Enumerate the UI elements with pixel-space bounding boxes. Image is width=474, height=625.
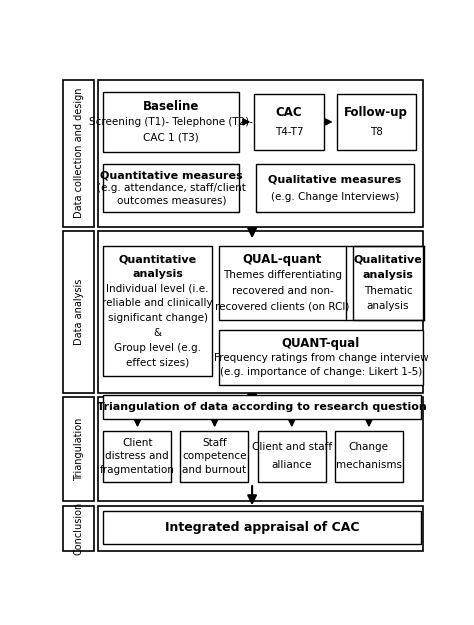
- Text: Thematic: Thematic: [364, 286, 412, 296]
- Text: fragmentation: fragmentation: [100, 465, 175, 475]
- Bar: [63, 80, 94, 227]
- Text: Screening (T1)- Telephone (T2)-: Screening (T1)- Telephone (T2)-: [89, 117, 253, 127]
- Bar: [98, 231, 423, 392]
- Text: analysis: analysis: [367, 301, 409, 311]
- Text: &: &: [154, 328, 162, 338]
- Bar: [254, 94, 324, 149]
- Text: (e.g. Change Interviews): (e.g. Change Interviews): [271, 192, 399, 202]
- Bar: [63, 506, 94, 551]
- Text: distress and: distress and: [106, 451, 169, 461]
- Bar: [98, 398, 423, 501]
- Text: Follow-up: Follow-up: [344, 106, 408, 119]
- Text: QUAL-quant: QUAL-quant: [243, 253, 322, 266]
- Text: CAC 1 (T3): CAC 1 (T3): [144, 132, 199, 142]
- Bar: [98, 80, 423, 227]
- Bar: [335, 431, 403, 482]
- Text: Triangulation: Triangulation: [73, 418, 83, 481]
- Bar: [103, 511, 421, 544]
- Text: Quantitative measures: Quantitative measures: [100, 171, 243, 181]
- Text: Quantitative: Quantitative: [118, 254, 197, 264]
- Bar: [103, 431, 171, 482]
- Text: T8: T8: [370, 127, 383, 137]
- Text: mechanisms: mechanisms: [336, 461, 402, 471]
- Text: analysis: analysis: [132, 269, 183, 279]
- Text: Frequency ratings from change interview: Frequency ratings from change interview: [214, 352, 428, 362]
- Bar: [103, 246, 212, 376]
- Text: alliance: alliance: [271, 461, 312, 471]
- Text: Integrated appraisal of CAC: Integrated appraisal of CAC: [165, 521, 359, 534]
- Text: Themes differentiating: Themes differentiating: [223, 271, 342, 281]
- Text: Data collection and design: Data collection and design: [73, 88, 83, 219]
- Text: CAC: CAC: [275, 106, 302, 119]
- Text: Qualitative: Qualitative: [354, 255, 422, 265]
- Text: Qualitative measures: Qualitative measures: [268, 174, 401, 184]
- Text: and burnout: and burnout: [182, 465, 246, 475]
- Text: Client and staff: Client and staff: [252, 442, 332, 452]
- Text: Individual level (i.e.: Individual level (i.e.: [106, 284, 209, 294]
- Text: Baseline: Baseline: [143, 99, 200, 112]
- Text: Staff: Staff: [202, 438, 227, 448]
- Bar: [337, 94, 416, 149]
- Bar: [63, 398, 94, 501]
- Text: significant change): significant change): [108, 313, 208, 323]
- Bar: [103, 395, 421, 419]
- Text: (e.g. importance of change: Likert 1-5): (e.g. importance of change: Likert 1-5): [220, 368, 422, 378]
- Text: reliable and clinically: reliable and clinically: [102, 298, 213, 308]
- Text: Data analysis: Data analysis: [73, 279, 83, 345]
- Text: Conclusion: Conclusion: [73, 502, 83, 555]
- Text: Client: Client: [122, 438, 153, 448]
- Text: T4-T7: T4-T7: [274, 127, 303, 137]
- Text: Triangulation of data according to research question: Triangulation of data according to resea…: [97, 402, 427, 412]
- Bar: [63, 231, 94, 392]
- Text: Group level (e.g.: Group level (e.g.: [114, 342, 201, 352]
- Bar: [219, 330, 423, 386]
- Text: recovered clients (on RCI): recovered clients (on RCI): [215, 301, 350, 311]
- Text: competence: competence: [182, 451, 246, 461]
- Text: analysis: analysis: [363, 271, 413, 281]
- Text: recovered and non-: recovered and non-: [231, 286, 333, 296]
- Bar: [258, 431, 326, 482]
- Bar: [353, 246, 423, 321]
- Bar: [181, 431, 248, 482]
- Bar: [103, 92, 239, 152]
- Bar: [103, 164, 239, 212]
- Bar: [98, 506, 423, 551]
- Text: Change: Change: [349, 442, 389, 452]
- Bar: [256, 164, 414, 212]
- Text: outcomes measures): outcomes measures): [117, 196, 226, 206]
- Text: effect sizes): effect sizes): [126, 357, 189, 367]
- Text: (e.g. attendance, staff/client: (e.g. attendance, staff/client: [97, 183, 246, 193]
- Bar: [219, 246, 346, 321]
- Text: QUANT-qual: QUANT-qual: [282, 337, 360, 349]
